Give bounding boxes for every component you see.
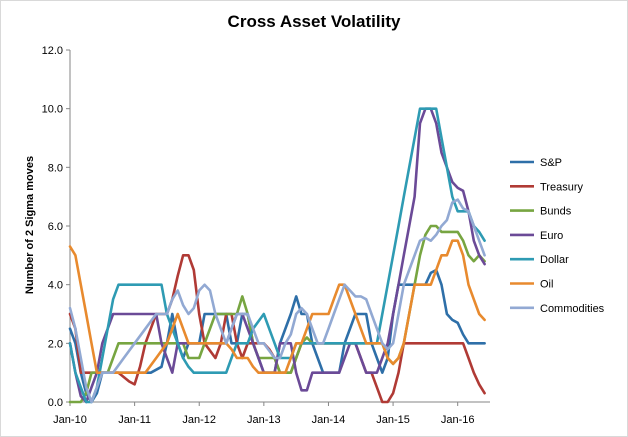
legend-label-treasury: Treasury [540, 181, 583, 193]
x-tick-label: Jan-15 [376, 414, 410, 426]
x-tick-label: Jan-13 [247, 414, 281, 426]
y-tick-label: 12.0 [42, 45, 63, 57]
legend-label-s-p: S&P [540, 157, 562, 169]
x-tick-label: Jan-11 [118, 414, 151, 426]
legend-label-oil: Oil [540, 279, 553, 291]
x-tick-label: Jan-14 [312, 414, 346, 426]
legend-label-dollar: Dollar [540, 254, 569, 266]
y-tick-label: 0.0 [48, 397, 63, 409]
series-lines [68, 107, 486, 404]
y-tick-label: 8.0 [48, 162, 63, 174]
series-line-bunds [68, 224, 486, 404]
legend: S&P Treasury Bunds Euro Dollar Oil Commodities [510, 157, 605, 315]
y-tick-label: 2.0 [48, 338, 63, 350]
y-axis-label: Number of 2 Sigma moves [24, 156, 36, 294]
legend-label-euro: Euro [540, 230, 563, 242]
series-line-dollar [68, 107, 486, 404]
x-tick-label: Jan-16 [441, 414, 475, 426]
x-ticks: Jan-10 Jan-11 Jan-12 Jan-13 Jan-14 Jan-15 Jan-… [53, 402, 475, 426]
legend-label-commodities: Commodities [540, 303, 605, 315]
y-ticks: 0.0 2.0 4.0 6.0 8.0 10.0 12.0 [42, 45, 70, 409]
x-tick-label: Jan-12 [182, 414, 216, 426]
legend-label-bunds: Bunds [540, 206, 572, 218]
chart-title: Cross Asset Volatility [227, 12, 401, 31]
series-line-commodities [68, 198, 486, 404]
series-line-treasury [68, 254, 486, 404]
y-tick-label: 10.0 [42, 104, 63, 116]
y-tick-label: 4.0 [48, 280, 63, 292]
x-tick-label: Jan-10 [53, 414, 87, 426]
series-line-oil [68, 239, 486, 375]
y-tick-label: 6.0 [48, 221, 63, 233]
